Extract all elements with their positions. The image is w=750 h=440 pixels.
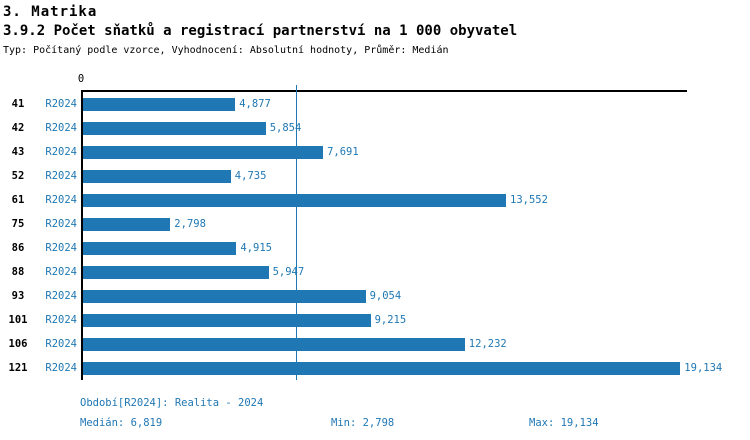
series-label: R2024 [45,290,77,302]
category-label: 101 [8,314,28,326]
series-label: R2024 [45,362,77,374]
bar-area: 13,552 [83,193,750,207]
bar [83,241,237,255]
series-label: R2024 [45,266,77,278]
series-label: R2024 [45,194,77,206]
footer-min-label: Min: 2,798 [331,417,395,429]
bar-row: 101 R2024 9,215 [0,308,750,332]
category-label: 41 [11,98,25,110]
bar-value-label: 5,854 [269,122,302,134]
bar-value-label: 7,691 [327,146,359,158]
category-label: 75 [11,218,25,230]
bar [83,337,465,351]
footer-period-label: Období[R2024]: Realita - 2024 [80,397,264,409]
bar-chart: 41 R2024 4,877 42 R2024 5,854 43 R2024 7,691 52 R2… [0,92,750,380]
category-label: 61 [11,194,25,206]
footer-median-label: Medián: 6,819 [80,417,163,429]
bar-row: 86 R2024 4,915 [0,236,750,260]
chart-subtitle: Typ: Počítaný podle vzorce, Vyhodnocení:… [3,45,449,56]
bar-area: 7,691 [83,145,750,159]
bar-value-label: 12,232 [468,338,507,350]
bar-value-label: 9,054 [369,290,402,302]
bar-row: 52 R2024 4,735 [0,164,750,188]
category-label: 52 [11,170,25,182]
bar-area: 5,854 [83,121,750,135]
bar-value-label: 13,552 [510,194,548,206]
category-label: 121 [8,362,28,374]
bar-row: 43 R2024 7,691 [0,140,750,164]
series-label: R2024 [45,314,77,326]
bar-area: 12,232 [83,337,750,351]
series-label: R2024 [45,338,77,350]
bar-area: 4,915 [83,241,750,255]
series-label: R2024 [45,170,77,182]
category-label: 88 [11,266,25,278]
category-label: 43 [11,146,25,158]
bar [83,97,236,111]
bar [83,265,269,279]
bar [83,313,371,327]
y-axis-line [81,92,83,380]
bar-value-label: 4,877 [239,98,271,110]
bar-area: 9,054 [83,289,750,303]
bar-value-label: 4,735 [234,170,267,182]
section-title: 3. Matrika [3,4,98,20]
bar-row: 88 R2024 5,947 [0,260,750,284]
bar-row: 61 R2024 13,552 [0,188,750,212]
x-axis-line [81,90,687,92]
bar-value-label: 2,798 [174,218,206,230]
series-label: R2024 [45,146,77,158]
category-label: 106 [8,338,28,350]
chart-title: 3.9.2 Počet sňatků a registrací partners… [3,23,518,39]
bar-area: 5,947 [83,265,750,279]
category-label: 93 [11,290,25,302]
series-label: R2024 [45,98,77,110]
footer-max-label: Max: 19,134 [529,417,599,429]
bar-row: 41 R2024 4,877 [0,92,750,116]
bar-area: 9,215 [83,313,750,327]
bar-value-label: 4,915 [240,242,272,254]
category-label: 42 [11,122,25,134]
bar-value-label: 19,134 [684,362,723,374]
bar-value-label: 5,947 [272,266,305,278]
bar-area: 4,877 [83,97,750,111]
bar [83,145,324,159]
category-label: 86 [11,242,25,254]
bar [83,217,171,231]
bar-row: 93 R2024 9,054 [0,284,750,308]
series-label: R2024 [45,122,77,134]
bar [83,193,506,207]
bar-row: 42 R2024 5,854 [0,116,750,140]
bar-area: 4,735 [83,169,750,183]
bar [83,361,681,375]
series-label: R2024 [45,242,77,254]
median-reference-line [295,85,297,380]
bar [83,289,366,303]
x-axis-zero-tick-label: 0 [77,73,85,85]
bar [83,121,266,135]
bar-area: 19,134 [83,361,750,375]
bar-value-label: 9,215 [374,314,407,326]
bar-row: 75 R2024 2,798 [0,212,750,236]
bar-row: 121 R2024 19,134 [0,356,750,380]
bar-area: 2,798 [83,217,750,231]
series-label: R2024 [45,218,77,230]
bar [83,169,231,183]
bar-row: 106 R2024 12,232 [0,332,750,356]
